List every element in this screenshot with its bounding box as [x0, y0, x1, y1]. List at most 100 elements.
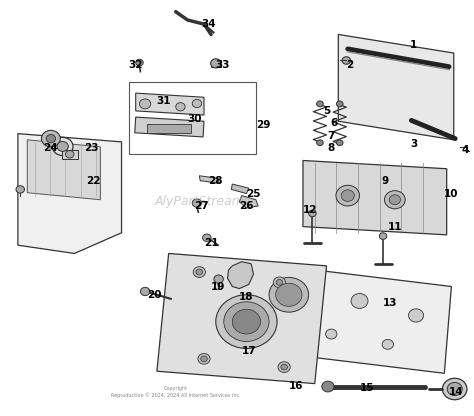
Circle shape — [210, 59, 221, 68]
Polygon shape — [27, 140, 100, 200]
Circle shape — [224, 302, 269, 342]
Circle shape — [139, 99, 151, 109]
Text: 16: 16 — [289, 381, 303, 391]
Circle shape — [232, 309, 261, 334]
Circle shape — [214, 275, 223, 283]
Polygon shape — [303, 161, 447, 235]
Text: 3: 3 — [410, 139, 417, 149]
Text: 19: 19 — [211, 282, 225, 292]
Text: 2: 2 — [346, 60, 354, 70]
Text: 21: 21 — [204, 238, 219, 248]
Circle shape — [16, 186, 25, 193]
Bar — [210, 60, 221, 67]
Circle shape — [196, 269, 202, 275]
Text: 29: 29 — [256, 120, 270, 130]
Circle shape — [176, 103, 185, 111]
Text: 13: 13 — [383, 298, 397, 308]
Circle shape — [136, 59, 143, 66]
Text: 1: 1 — [410, 40, 417, 50]
Text: 4: 4 — [462, 145, 469, 155]
Polygon shape — [157, 253, 327, 384]
Polygon shape — [231, 184, 249, 193]
Text: 14: 14 — [449, 387, 464, 397]
Polygon shape — [291, 268, 451, 373]
Text: 6: 6 — [330, 118, 337, 128]
Circle shape — [326, 329, 337, 339]
Circle shape — [65, 151, 74, 158]
Circle shape — [192, 199, 201, 207]
Circle shape — [269, 277, 309, 312]
Text: 22: 22 — [86, 176, 100, 186]
Circle shape — [41, 130, 60, 147]
Circle shape — [198, 354, 210, 364]
Bar — [128, 82, 256, 154]
Circle shape — [216, 295, 277, 349]
Text: 24: 24 — [44, 143, 58, 153]
Circle shape — [238, 317, 245, 322]
Text: 11: 11 — [388, 222, 402, 232]
Circle shape — [447, 382, 462, 396]
Circle shape — [379, 233, 387, 239]
Polygon shape — [18, 134, 121, 253]
Polygon shape — [136, 93, 204, 115]
Circle shape — [236, 314, 248, 325]
Text: AlyPartStream: AlyPartStream — [155, 195, 244, 208]
Text: 25: 25 — [246, 188, 261, 198]
Polygon shape — [199, 176, 219, 183]
Polygon shape — [228, 262, 254, 289]
Circle shape — [140, 287, 150, 296]
Circle shape — [341, 190, 355, 201]
Circle shape — [317, 140, 323, 146]
Circle shape — [409, 309, 424, 322]
Circle shape — [57, 141, 68, 151]
Circle shape — [317, 101, 323, 107]
Circle shape — [201, 356, 207, 362]
Text: 10: 10 — [444, 188, 459, 198]
Text: 27: 27 — [194, 201, 209, 211]
Text: 12: 12 — [303, 205, 317, 215]
Text: 33: 33 — [216, 60, 230, 70]
Bar — [146, 124, 191, 133]
Circle shape — [273, 277, 285, 288]
Circle shape — [202, 234, 211, 241]
Text: 8: 8 — [328, 143, 335, 153]
Circle shape — [337, 101, 343, 107]
Text: 23: 23 — [84, 143, 98, 153]
Circle shape — [276, 283, 302, 306]
Circle shape — [337, 140, 343, 146]
Text: 18: 18 — [239, 292, 254, 302]
Circle shape — [278, 362, 290, 372]
Text: Copyright
Reproduction © 2024, 2024 All Internet Services Inc.: Copyright Reproduction © 2024, 2024 All … — [111, 386, 240, 398]
Text: 31: 31 — [157, 96, 171, 106]
Circle shape — [309, 210, 316, 217]
Text: 15: 15 — [359, 383, 374, 393]
Circle shape — [342, 57, 351, 64]
Circle shape — [52, 137, 73, 156]
Circle shape — [46, 134, 55, 143]
Polygon shape — [239, 196, 258, 208]
Text: 9: 9 — [382, 176, 389, 186]
Bar — [62, 150, 78, 159]
Circle shape — [389, 195, 401, 205]
Text: 17: 17 — [241, 346, 256, 356]
Circle shape — [384, 191, 405, 209]
Polygon shape — [135, 117, 204, 137]
Text: 5: 5 — [323, 106, 330, 116]
Circle shape — [382, 339, 393, 349]
Circle shape — [336, 185, 359, 206]
Circle shape — [276, 280, 283, 285]
Circle shape — [281, 364, 287, 370]
Circle shape — [322, 381, 334, 392]
Text: 32: 32 — [128, 60, 143, 70]
Text: 34: 34 — [201, 19, 216, 29]
Circle shape — [442, 378, 467, 400]
Text: 30: 30 — [187, 114, 202, 124]
Circle shape — [351, 294, 368, 308]
Text: 26: 26 — [239, 201, 254, 211]
Polygon shape — [338, 35, 454, 140]
Circle shape — [192, 99, 201, 108]
Circle shape — [193, 267, 205, 277]
Text: 28: 28 — [209, 176, 223, 186]
Text: 20: 20 — [147, 290, 162, 300]
Text: 7: 7 — [328, 131, 335, 141]
